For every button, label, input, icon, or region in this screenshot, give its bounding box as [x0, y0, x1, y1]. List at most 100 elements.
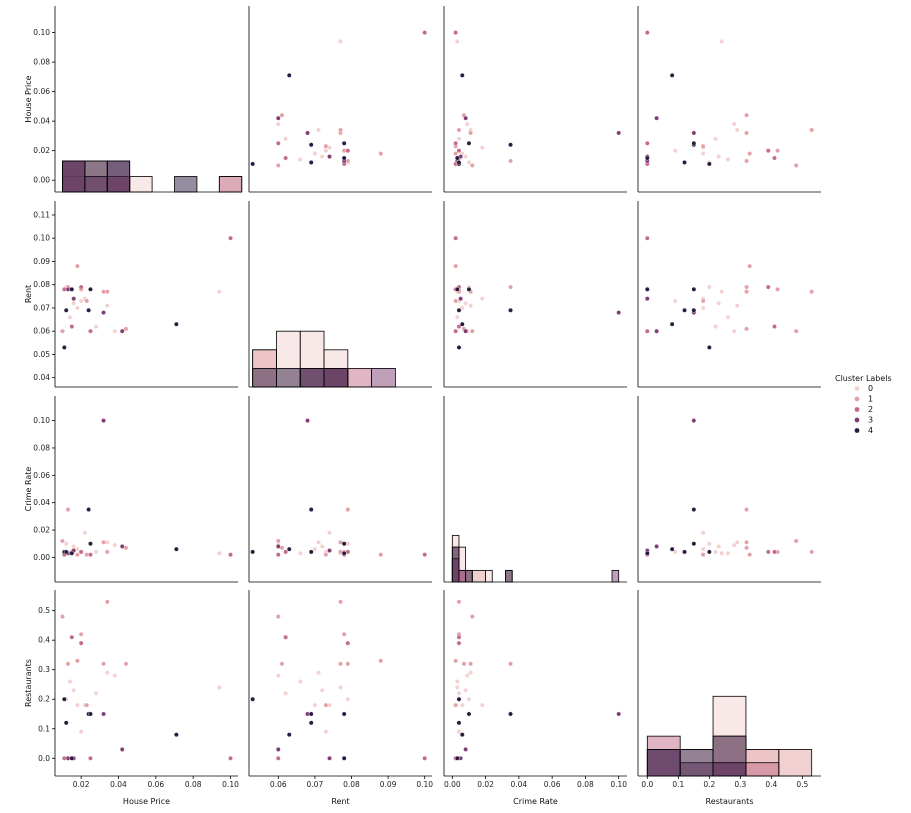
scatter-point: [706, 549, 712, 555]
scatter-point: [458, 296, 464, 302]
scatter-point: [101, 310, 106, 315]
scatter-point: [744, 130, 749, 136]
scatter-point: [327, 755, 332, 761]
scatter-point: [669, 72, 675, 78]
scatter-point: [378, 658, 384, 664]
scatter-point: [71, 687, 77, 693]
x-tick-label: 0.2: [703, 780, 715, 789]
scatter-point: [691, 286, 697, 292]
scatter-point: [173, 732, 179, 738]
panel-3-3: 0.0 0.1 0.2 0.3 0.4 0.5: [637, 590, 821, 789]
scatter-point: [341, 140, 347, 146]
y-tick-label: 0.06: [33, 87, 50, 96]
scatter-point: [466, 140, 472, 146]
legend-label: 0: [868, 384, 873, 393]
scatter-point: [700, 298, 706, 304]
scatter-point: [67, 679, 73, 684]
scatter-point: [691, 130, 697, 136]
scatter-point: [75, 702, 80, 708]
scatter-point: [69, 550, 75, 556]
scatter-point: [725, 314, 731, 320]
x-tick-label: 0.04: [511, 780, 528, 789]
x-tick-label: 0.02: [477, 780, 494, 789]
scatter-point: [341, 550, 347, 556]
y-tick-label: 0.10: [33, 416, 50, 425]
scatter-point: [308, 160, 314, 165]
scatter-point: [88, 755, 93, 761]
scatter-point: [706, 541, 712, 547]
scatter-point: [644, 235, 650, 241]
x-tick-label: 0.5: [796, 780, 808, 789]
scatter-point: [456, 729, 462, 735]
scatter-point: [765, 148, 771, 154]
scatter-point: [69, 634, 75, 640]
x-axis-label: House Price: [123, 797, 170, 806]
scatter-point: [454, 685, 460, 690]
scatter-point: [725, 157, 731, 162]
scatter-point: [67, 314, 73, 320]
hist-bar: [465, 569, 473, 583]
scatter-point: [453, 30, 459, 35]
hist-bar: [458, 569, 467, 583]
y-tick-label: 0.05: [33, 350, 50, 359]
scatter-point: [275, 544, 281, 549]
scatter-point: [700, 546, 706, 552]
scatter-point: [453, 263, 459, 269]
x-tick-label: 0.04: [110, 780, 127, 789]
scatter-point: [104, 670, 110, 676]
scatter-point: [459, 732, 465, 738]
scatter-point: [112, 542, 118, 548]
scatter-point: [691, 307, 697, 313]
scatter-point: [75, 658, 80, 664]
scatter-point: [466, 711, 472, 717]
y-tick-label: 0.04: [33, 373, 50, 382]
scatter-point: [744, 158, 749, 164]
scatter-point: [744, 545, 749, 551]
scatter-point: [464, 121, 470, 127]
scatter-point: [453, 140, 459, 146]
scatter-point: [719, 550, 725, 556]
scatter-point: [454, 755, 460, 761]
x-tick-label: 0.4: [765, 780, 777, 789]
scatter-point: [250, 549, 256, 555]
scatter-point: [644, 155, 650, 161]
scatter-point: [765, 284, 771, 290]
scatter-point: [669, 546, 675, 552]
scatter-point: [275, 552, 281, 558]
y-tick-label: 0.00: [33, 553, 50, 562]
y-tick-label: 0.10: [33, 234, 50, 243]
hist-bar: [451, 546, 460, 583]
scatter-point: [456, 136, 462, 142]
scatter-point: [275, 115, 281, 121]
scatter-point: [65, 661, 71, 667]
scatter-point: [275, 747, 281, 752]
scatter-point: [469, 614, 475, 619]
hist-bar: [276, 367, 301, 388]
scatter-point: [456, 345, 462, 350]
scatter-point: [84, 298, 90, 304]
scatter-point: [616, 711, 622, 717]
scatter-point: [479, 145, 485, 151]
hist-bar: [62, 160, 86, 193]
scatter-point: [323, 143, 329, 149]
scatter-point: [65, 507, 71, 512]
scatter-point: [60, 328, 65, 334]
legend-marker: [854, 396, 860, 402]
scatter-point: [772, 324, 777, 329]
scatter-point: [338, 661, 343, 667]
scatter-point: [283, 549, 288, 555]
scatter-point: [463, 328, 469, 334]
x-tick-label: 0.06: [544, 780, 561, 789]
scatter-point: [86, 307, 92, 313]
y-tick-label: 0.02: [33, 526, 50, 535]
scatter-point: [691, 418, 697, 424]
scatter-point: [173, 546, 179, 552]
scatter-point: [713, 136, 718, 142]
scatter-point: [734, 303, 740, 309]
scatter-point: [216, 289, 222, 295]
x-axis-label: Crime Rate: [513, 797, 558, 806]
scatter-point: [75, 305, 80, 311]
scatter-point: [69, 286, 75, 292]
scatter-point: [71, 300, 77, 306]
panel-3-1: 0.06 0.07 0.08 0.09 0.10: [248, 590, 433, 789]
